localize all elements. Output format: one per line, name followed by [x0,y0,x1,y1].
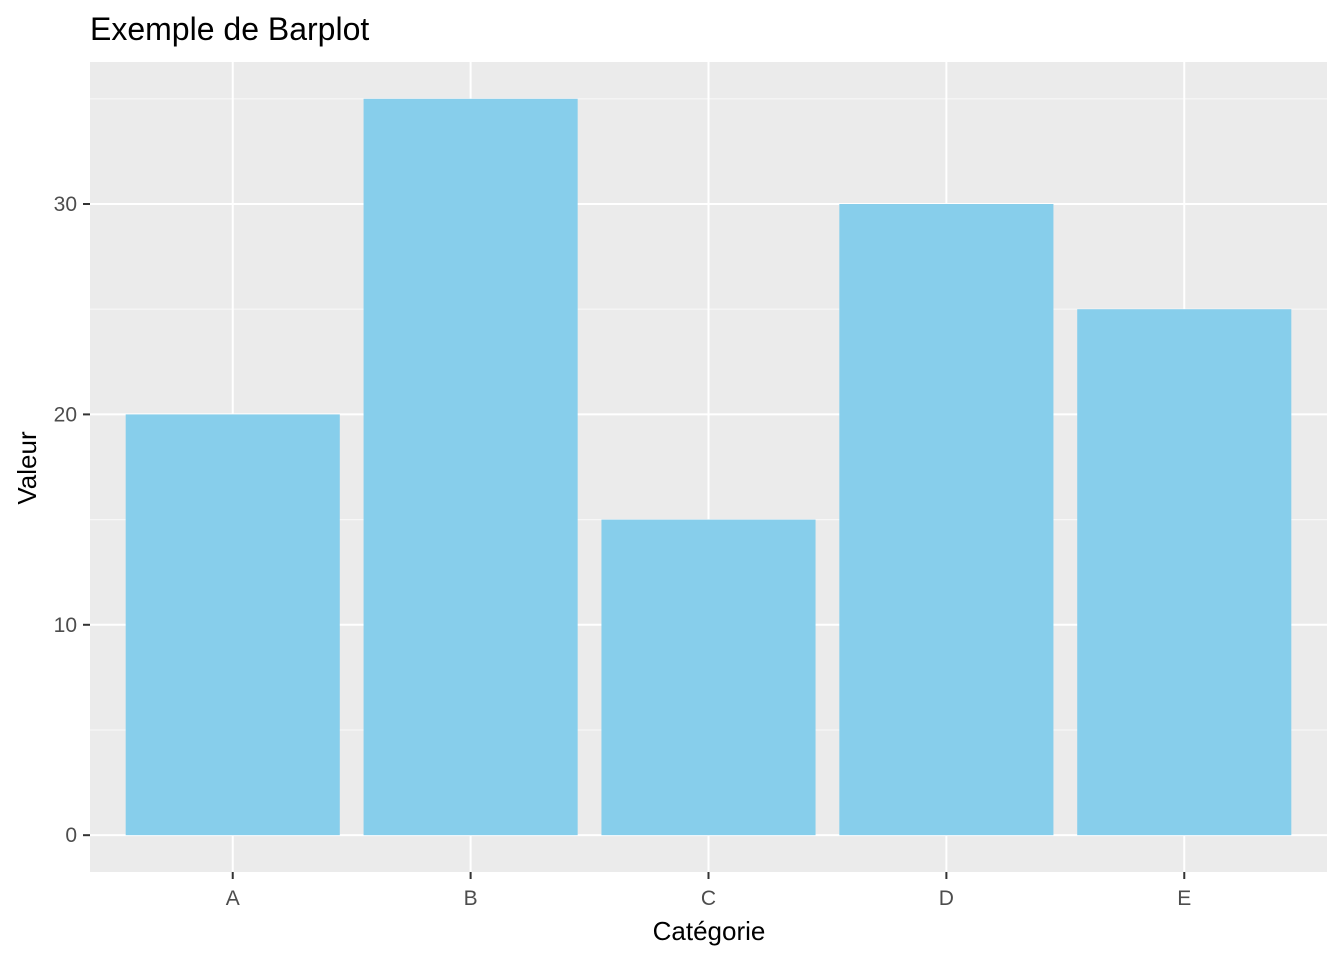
bar-series [125,98,1292,836]
x-tick-label: B [464,887,478,910]
bar-c [601,519,816,836]
bar-a [125,414,340,836]
bar-b [363,98,578,836]
y-tick-label: 20 [54,403,77,426]
y-axis: 0 10 20 30 [54,193,90,847]
y-axis-title: Valeur [12,431,42,505]
x-tick-label: E [1177,887,1191,910]
y-tick-label: 30 [54,193,77,216]
chart-title: Exemple de Barplot [90,11,369,47]
y-tick-label: 0 [65,824,77,847]
y-tick-label: 10 [54,614,77,637]
bar-e [1077,309,1292,836]
x-axis: A B C D E [226,872,1191,910]
x-tick-label: A [226,887,240,910]
x-tick-label: D [939,887,954,910]
x-tick-label: C [701,887,716,910]
x-axis-title: Catégorie [653,916,766,946]
bar-d [839,204,1054,836]
